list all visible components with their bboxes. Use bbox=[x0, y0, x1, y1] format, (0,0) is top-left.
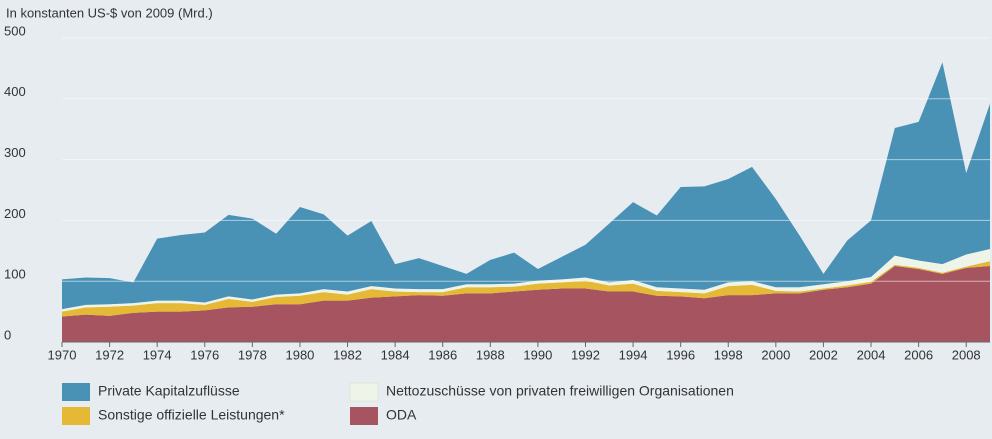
legend-label: Sonstige offizielle Leistungen* bbox=[98, 407, 285, 423]
x-tick-label: 1978 bbox=[238, 347, 267, 362]
legend-label: Nettozuschüsse von privaten freiwilligen… bbox=[386, 383, 734, 399]
legend-label: ODA bbox=[386, 407, 417, 423]
x-tick-label: 1980 bbox=[285, 347, 314, 362]
area bbox=[62, 261, 990, 317]
area bbox=[62, 248, 990, 312]
x-tick-label: 1984 bbox=[381, 347, 410, 362]
x-tick-label: 2006 bbox=[904, 347, 933, 362]
y-tick-label: 500 bbox=[4, 23, 26, 38]
y-tick-label: 100 bbox=[4, 267, 26, 282]
x-tick-label: 1998 bbox=[714, 347, 743, 362]
x-tick-label: 1974 bbox=[143, 347, 172, 362]
x-tick-label: 1994 bbox=[619, 347, 648, 362]
legend-swatch bbox=[350, 407, 378, 425]
y-axis-label: In konstanten US-$ von 2009 (Mrd.) bbox=[6, 5, 213, 20]
x-tick-label: 1992 bbox=[571, 347, 600, 362]
area bbox=[62, 266, 990, 342]
x-tick-label: 1970 bbox=[48, 347, 77, 362]
y-tick-label: 0 bbox=[4, 327, 11, 342]
y-tick-label: 200 bbox=[4, 206, 26, 221]
x-tick-label: 2008 bbox=[952, 347, 981, 362]
x-tick-label: 1996 bbox=[666, 347, 695, 362]
legend-label: Private Kapitalzuflüsse bbox=[98, 383, 240, 399]
x-tick-label: 1972 bbox=[95, 347, 124, 362]
x-tick-label: 1982 bbox=[333, 347, 362, 362]
legend-swatch bbox=[349, 382, 379, 402]
x-tick-label: 2000 bbox=[761, 347, 790, 362]
x-tick-label: 1986 bbox=[428, 347, 457, 362]
x-tick-label: 1988 bbox=[476, 347, 505, 362]
y-tick-label: 400 bbox=[4, 84, 26, 99]
x-tick-label: 1976 bbox=[190, 347, 219, 362]
legend-swatch bbox=[62, 383, 90, 401]
area bbox=[62, 62, 990, 310]
x-tick-label: 2004 bbox=[857, 347, 886, 362]
x-tick-label: 2002 bbox=[809, 347, 838, 362]
y-tick-label: 300 bbox=[4, 145, 26, 160]
x-tick-label: 1990 bbox=[523, 347, 552, 362]
legend-swatch bbox=[62, 407, 90, 425]
